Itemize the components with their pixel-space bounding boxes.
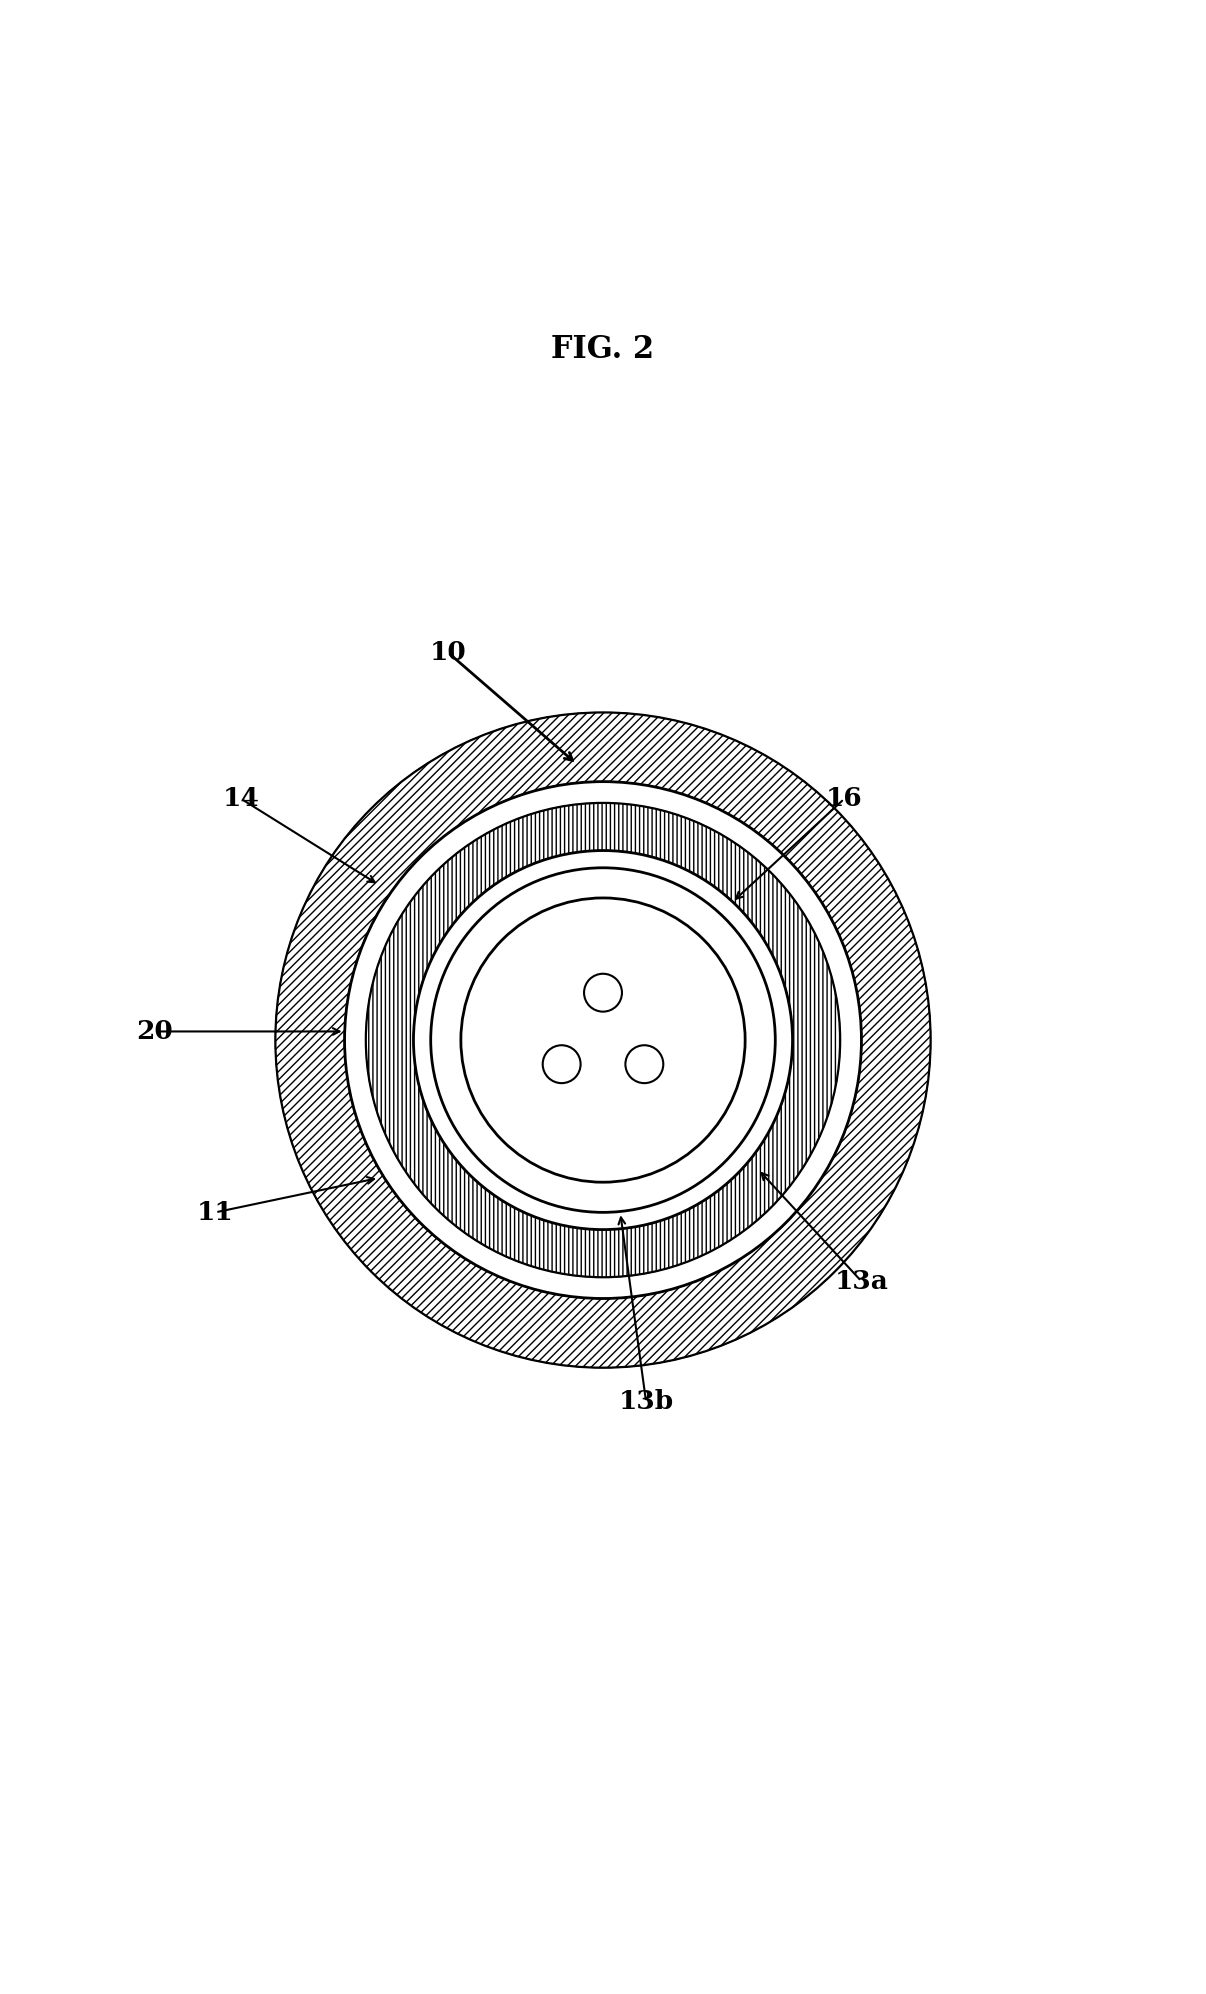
- Circle shape: [414, 851, 792, 1230]
- Text: 14: 14: [223, 786, 259, 812]
- Circle shape: [276, 712, 930, 1368]
- Circle shape: [345, 782, 861, 1298]
- Text: 10: 10: [429, 640, 467, 664]
- Text: 13b: 13b: [619, 1390, 674, 1414]
- Text: 11: 11: [197, 1200, 234, 1224]
- Text: 16: 16: [826, 786, 862, 812]
- Circle shape: [367, 804, 839, 1276]
- Circle shape: [543, 1045, 580, 1083]
- Circle shape: [461, 897, 745, 1182]
- Circle shape: [431, 867, 775, 1212]
- Circle shape: [626, 1045, 663, 1083]
- Circle shape: [584, 973, 622, 1011]
- Text: 20: 20: [136, 1019, 174, 1045]
- Text: FIG. 2: FIG. 2: [551, 333, 655, 365]
- Text: 13a: 13a: [835, 1268, 889, 1294]
